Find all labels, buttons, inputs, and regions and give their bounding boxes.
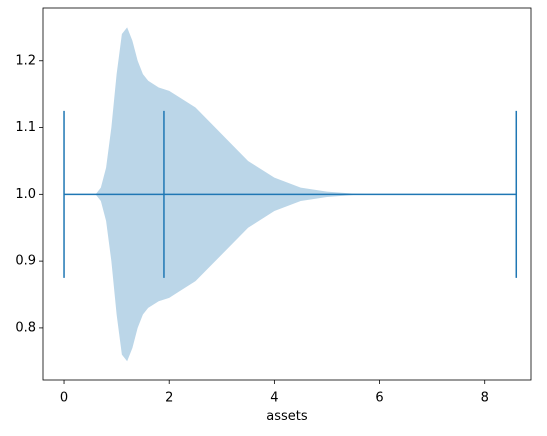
- y-tick-label: 1.2: [15, 53, 36, 68]
- y-tick-label: 0.8: [15, 320, 36, 335]
- x-tick-label: 2: [165, 391, 173, 406]
- y-tick-label: 0.9: [15, 254, 36, 269]
- x-tick-label: 8: [481, 391, 489, 406]
- x-tick-label: 0: [60, 391, 68, 406]
- x-axis-label: assets: [266, 409, 308, 424]
- y-tick-label: 1.1: [15, 120, 36, 135]
- x-tick-label: 4: [270, 391, 278, 406]
- y-tick-label: 1.0: [15, 187, 36, 202]
- x-tick-label: 6: [375, 391, 383, 406]
